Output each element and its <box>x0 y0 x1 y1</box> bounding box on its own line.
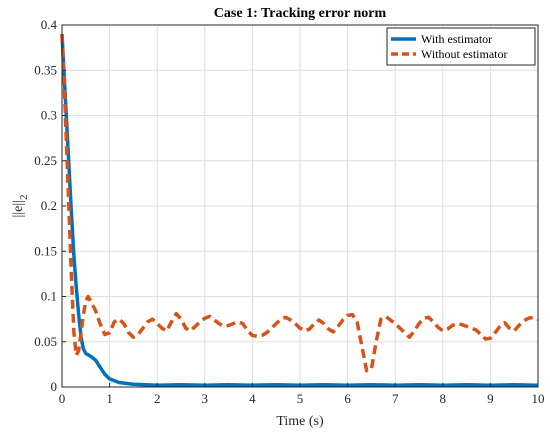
y-axis-label-main: ||e|| <box>11 200 26 217</box>
x-tick-label: 6 <box>344 391 351 406</box>
x-tick-label: 9 <box>487 391 494 406</box>
y-axis-label-subscript: 2 <box>18 195 30 201</box>
y-tick-label: 0.2 <box>41 198 57 213</box>
legend-box <box>386 27 536 66</box>
y-tick-label: 0.25 <box>34 153 57 168</box>
x-axis-label: Time (s) <box>276 414 324 429</box>
y-axis-label: ||e||2 <box>11 195 30 218</box>
y-tick-label: 0.15 <box>34 243 57 258</box>
y-tick-label: 0.1 <box>41 289 57 304</box>
series-line-without-estimator <box>60 33 539 373</box>
x-tick-label: 1 <box>106 391 113 406</box>
y-tick-label: 0.05 <box>34 334 57 349</box>
x-tick-label: 7 <box>392 391 399 406</box>
x-tick-label: 3 <box>202 391 209 406</box>
grid <box>61 24 539 388</box>
x-axis-ticks: 0 1 2 3 4 5 6 7 8 9 10 <box>59 383 545 406</box>
legend: With estimator Without estimator <box>386 27 536 66</box>
x-tick-label: 10 <box>532 391 545 406</box>
y-tick-label: 0.4 <box>41 17 58 32</box>
y-tick-label: 0 <box>51 379 58 394</box>
y-tick-label: 0.3 <box>41 108 57 123</box>
x-tick-label: 4 <box>249 391 256 406</box>
series-line-with-estimator <box>60 33 539 387</box>
x-tick-label: 8 <box>440 391 447 406</box>
chart-title: Case 1: Tracking error norm <box>214 6 387 21</box>
plot-series <box>60 33 539 387</box>
legend-label-without-estimator: Without estimator <box>421 47 508 61</box>
legend-label-with-estimator: With estimator <box>421 32 492 46</box>
x-tick-label: 5 <box>297 391 304 406</box>
x-tick-label: 0 <box>59 391 66 406</box>
x-tick-label: 2 <box>154 391 161 406</box>
y-tick-label: 0.35 <box>34 62 57 77</box>
y-axis-ticks: 0 0.05 0.1 0.15 0.2 0.25 0.3 0.35 0.4 <box>34 17 66 394</box>
